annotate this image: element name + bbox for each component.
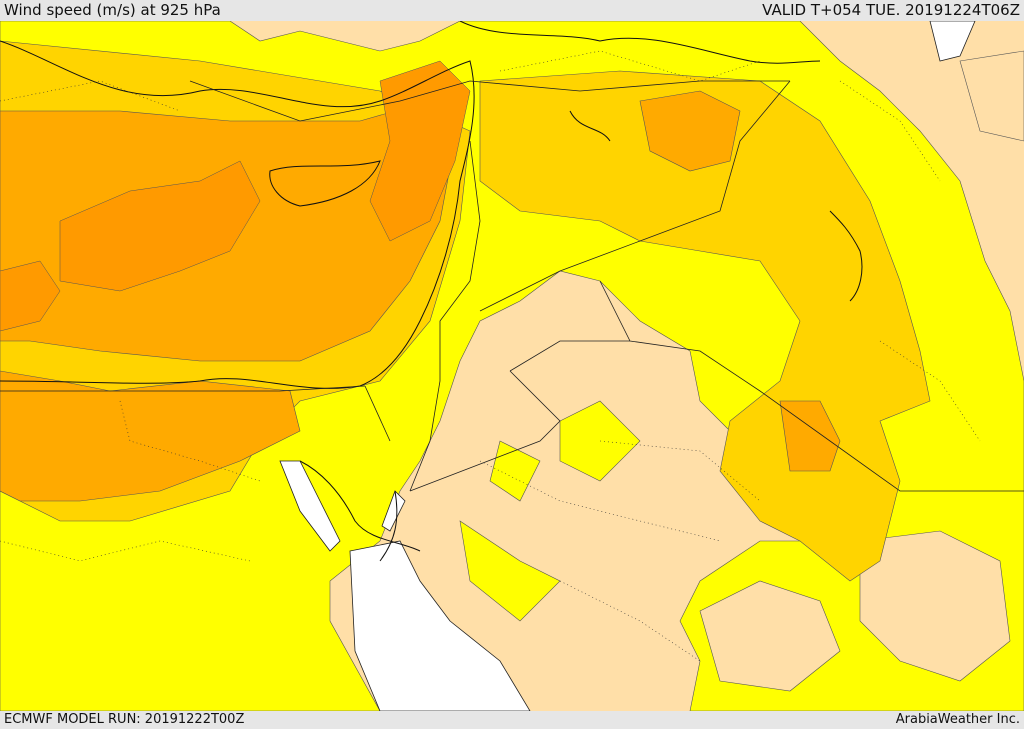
- caspian-edge-white: [929, 21, 976, 62]
- chart-footer: ECMWF MODEL RUN: 20191222T00Z ArabiaWeat…: [0, 711, 1024, 729]
- gulf-of-aqaba-white: [381, 490, 406, 532]
- valid-time-label: VALID T+054 TUE. 20191224T06Z: [762, 1, 1020, 19]
- political-borders: [0, 80, 1024, 492]
- admin-boundaries: [0, 50, 981, 662]
- low-wind-pockets: [699, 50, 1024, 692]
- masked-water-areas: [279, 21, 976, 711]
- model-run-label: ECMWF MODEL RUN: 20191222T00Z: [4, 712, 245, 727]
- credit-label: ArabiaWeather Inc.: [895, 712, 1020, 727]
- very-strong-wind-areas: [0, 60, 471, 332]
- chart-title: Wind speed (m/s) at 925 hPa: [4, 1, 221, 19]
- coastlines: [0, 21, 863, 562]
- wind-speed-map[interactable]: [0, 21, 1024, 711]
- red-sea-white: [349, 540, 531, 711]
- chart-header: Wind speed (m/s) at 925 hPa VALID T+054 …: [0, 0, 1024, 21]
